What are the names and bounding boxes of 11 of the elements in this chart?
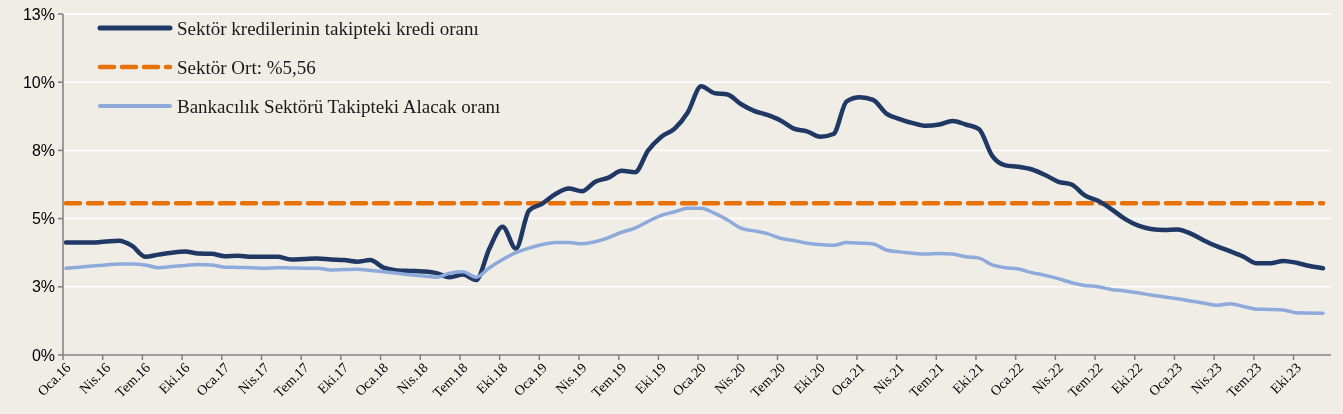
y-tick-label: 5% (31, 210, 55, 228)
y-tick-label: 3% (31, 278, 55, 296)
line-series (64, 206, 1325, 316)
y-tick-label: 8% (31, 142, 55, 159)
line-series (63, 84, 1326, 283)
y-tick-label: 13% (22, 5, 55, 23)
legend-label: Sektör Ort: %5,56 (177, 56, 316, 78)
y-tick-label: 0% (31, 346, 55, 364)
y-tick-label: 10% (22, 73, 55, 91)
legend-label: Sektör kredilerinin takipteki kredi oranı (177, 17, 479, 39)
legend-label: Bankacılık Sektörü Takipteki Alacak oranı (177, 95, 501, 117)
